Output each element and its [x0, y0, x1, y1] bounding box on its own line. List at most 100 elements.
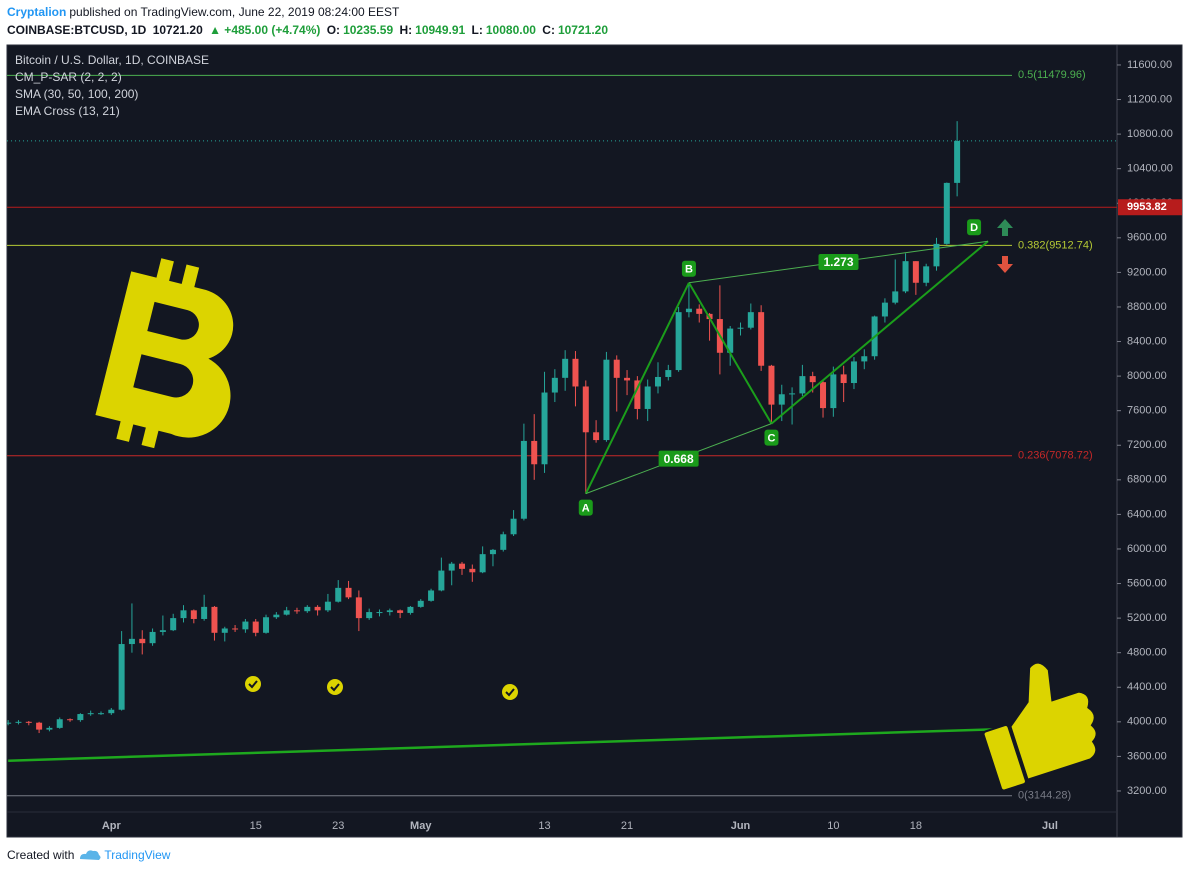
change: ▲ +485.00 (+4.74%)	[209, 23, 321, 37]
x-tick-label: 18	[910, 820, 922, 832]
candle-body	[685, 308, 692, 313]
pattern-leg	[688, 282, 773, 425]
candle-body	[252, 621, 259, 633]
candle-body	[644, 386, 651, 409]
chart-background	[6, 44, 1183, 838]
ohlc-value: 10080.00	[485, 23, 536, 37]
x-tick-label: 10	[827, 820, 839, 832]
y-tick-label: 9200.00	[1127, 266, 1167, 278]
candle-body	[923, 266, 930, 283]
candle-body	[809, 376, 816, 383]
candle-body	[15, 721, 22, 723]
candle-body	[232, 628, 239, 630]
candle-body	[36, 722, 43, 730]
price-label: 9953.82	[1127, 201, 1167, 213]
legend: Bitcoin / U.S. Dollar, 1D, COINBASE CM_P…	[15, 53, 209, 118]
check-marks	[245, 676, 518, 700]
x-tick-label: 23	[332, 820, 344, 832]
candle-body	[180, 610, 187, 619]
y-tick-label: 11600.00	[1127, 59, 1172, 71]
candle-body	[624, 377, 631, 381]
tv-logo	[80, 850, 101, 860]
ohlc-value: 10949.91	[415, 23, 466, 37]
candle-body	[190, 610, 197, 619]
candle-body	[25, 721, 32, 723]
candle-body	[675, 312, 682, 371]
symbol: COINBASE:BTCUSD, 1D	[7, 23, 147, 37]
footer: Created with TradingView	[7, 848, 170, 862]
ohlc-label: O:	[326, 23, 341, 37]
pattern-leg	[584, 282, 690, 495]
y-tick-label: 3600.00	[1127, 750, 1167, 762]
candle-body	[634, 380, 641, 409]
pattern-point-label: D	[970, 222, 978, 234]
pattern-leg	[770, 240, 989, 425]
legend-entry: EMA Cross (13, 21)	[15, 104, 120, 118]
candle-body	[118, 644, 125, 710]
candle-body	[201, 606, 208, 619]
candle-body	[582, 386, 589, 433]
y-tick-label: 6400.00	[1127, 508, 1167, 520]
candle-body	[273, 614, 280, 618]
candle-body	[366, 612, 373, 619]
created-with: Created with	[7, 848, 75, 862]
legend-title: Bitcoin / U.S. Dollar, 1D, COINBASE	[15, 53, 209, 67]
candle-body	[737, 327, 744, 329]
candle-body	[7, 722, 12, 724]
candle-body	[665, 370, 672, 377]
candle-body	[768, 365, 775, 405]
candle-body	[747, 312, 754, 328]
candle-body	[242, 621, 249, 630]
candle-body	[943, 182, 950, 244]
pattern-point-label: C	[767, 433, 775, 445]
pattern-point-box	[681, 260, 696, 277]
y-tick-label: 4800.00	[1127, 647, 1167, 659]
candle-body	[551, 377, 558, 393]
candle-body	[912, 261, 919, 283]
pattern-ratio: 1.273	[823, 255, 853, 269]
candle-body	[221, 628, 228, 633]
brand[interactable]: TradingView	[104, 848, 171, 862]
candle-body	[820, 382, 827, 409]
y-tick-label: 6000.00	[1127, 543, 1167, 555]
last-price: 10721.20	[152, 23, 203, 37]
candle-body	[799, 376, 806, 394]
ohlc-label: L:	[471, 23, 483, 37]
candle-body	[531, 440, 538, 465]
candle-body	[510, 518, 517, 535]
candle-body	[304, 606, 311, 612]
y-tick-label: 10800.00	[1127, 128, 1173, 140]
candle-body	[438, 570, 445, 591]
fib-label: 0.5(11479.96)	[1018, 69, 1086, 81]
candle-body	[108, 709, 115, 714]
candle-body	[128, 638, 135, 645]
candle-body	[417, 600, 424, 607]
candle-body	[407, 606, 414, 613]
x-tick-label: 15	[250, 820, 262, 832]
y-tick-label: 11200.00	[1127, 93, 1172, 105]
legend-entry: CM_P-SAR (2, 2, 2)	[15, 70, 122, 84]
y-tick-label: 3200.00	[1127, 785, 1167, 797]
candle-body	[902, 261, 909, 292]
ohlc-value: 10235.59	[343, 23, 394, 37]
symbol-line: COINBASE:BTCUSD, 1D 10721.20 ▲ +485.00 (…	[7, 23, 611, 37]
bitcoin-logo	[95, 258, 234, 449]
candle-body	[283, 610, 290, 615]
candle-body	[593, 432, 600, 441]
x-tick-label: 21	[621, 820, 633, 832]
candle-body	[789, 393, 796, 395]
candle-body	[149, 631, 156, 644]
y-tick-label: 4400.00	[1127, 681, 1167, 693]
y-tick-label: 7200.00	[1127, 439, 1167, 451]
candle-body	[459, 563, 466, 569]
author[interactable]: Cryptalion	[7, 5, 67, 19]
x-tick-label: Jun	[731, 820, 751, 832]
candle-body	[397, 610, 404, 613]
y-tick-label: 6800.00	[1127, 474, 1167, 486]
candle-body	[861, 356, 868, 362]
candle-body	[727, 328, 734, 353]
pattern-point-label: A	[582, 503, 590, 515]
trendline	[8, 726, 1040, 762]
candle-body	[314, 606, 321, 611]
